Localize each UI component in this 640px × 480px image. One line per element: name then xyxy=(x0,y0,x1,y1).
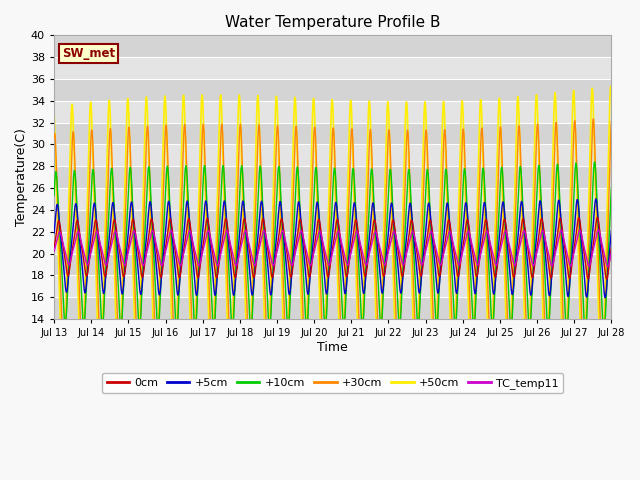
Bar xyxy=(54,188,611,210)
Y-axis label: Temperature(C): Temperature(C) xyxy=(15,128,28,226)
Bar xyxy=(54,79,611,101)
Bar xyxy=(54,101,611,122)
Title: Water Temperature Profile B: Water Temperature Profile B xyxy=(225,15,440,30)
Legend: 0cm, +5cm, +10cm, +30cm, +50cm, TC_temp11: 0cm, +5cm, +10cm, +30cm, +50cm, TC_temp1… xyxy=(102,373,563,393)
Bar xyxy=(54,232,611,253)
Bar xyxy=(54,276,611,297)
X-axis label: Time: Time xyxy=(317,341,348,354)
Bar xyxy=(54,297,611,319)
Bar xyxy=(54,166,611,188)
Bar xyxy=(54,253,611,276)
Text: SW_met: SW_met xyxy=(63,47,116,60)
Bar xyxy=(54,210,611,232)
Bar xyxy=(54,36,611,57)
Bar xyxy=(54,57,611,79)
Bar xyxy=(54,122,611,144)
Bar xyxy=(54,144,611,166)
